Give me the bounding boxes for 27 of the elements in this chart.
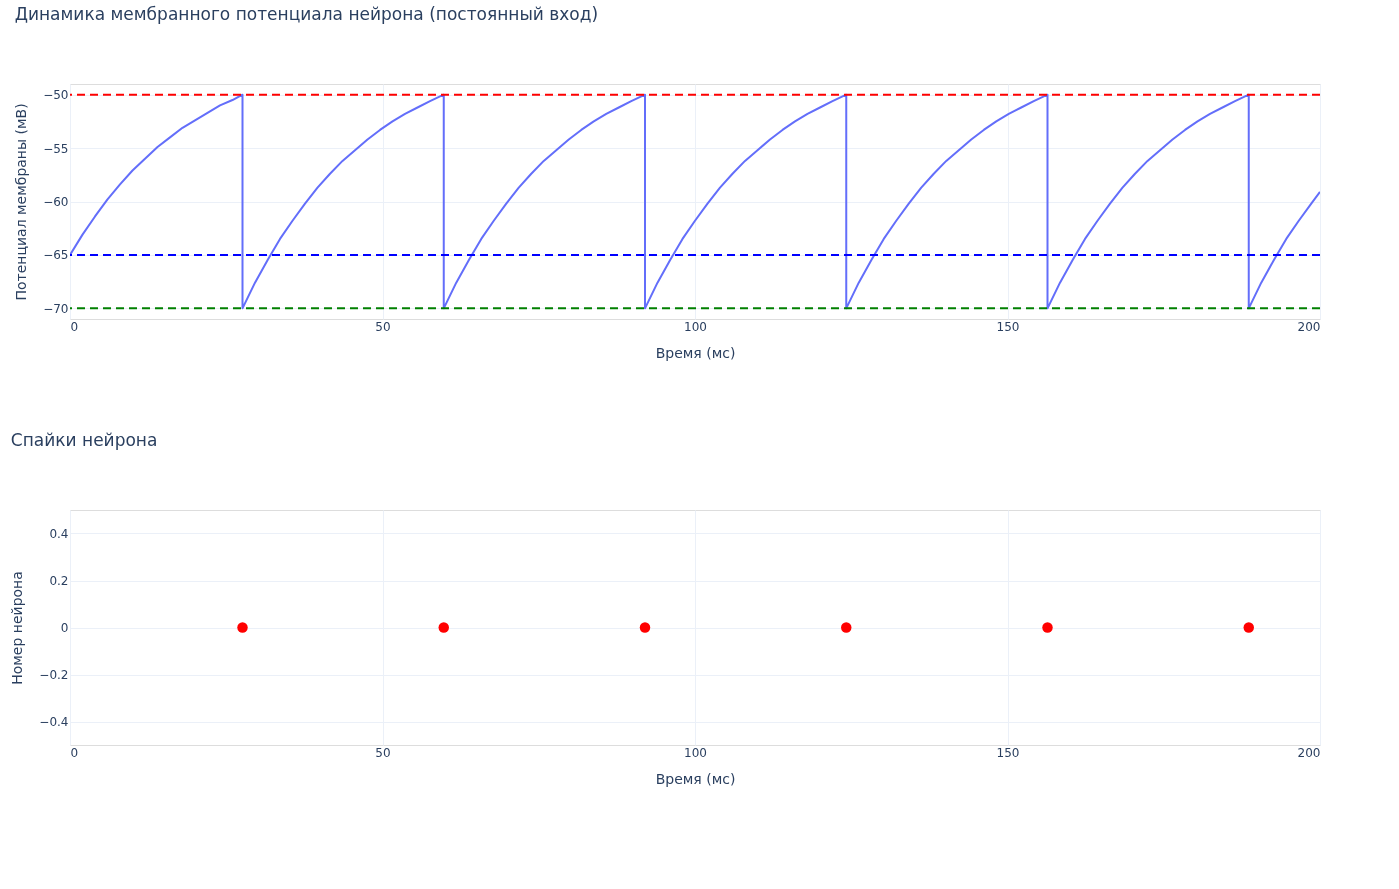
y-tick-label: −65 [43, 248, 69, 263]
x-tick-label: 150 [996, 319, 1020, 334]
y-axis-title: Потенциал мембраны (мВ) [13, 103, 30, 301]
x-tick-label: 150 [996, 745, 1020, 760]
x-tick-label: 50 [375, 745, 391, 760]
y-tick-label: −60 [43, 195, 69, 209]
chart-title: Спайки нейрона [10, 430, 158, 450]
x-tick-label: 0 [70, 319, 79, 334]
y-tick-label: −70 [43, 301, 69, 316]
chart-title: Динамика мембранного потенциала нейрона (постоянный вход) [14, 4, 599, 24]
x-tick-label: 50 [375, 319, 391, 334]
x-tick-label: 100 [684, 319, 707, 334]
y-axis-title: Номер нейрона [9, 571, 26, 685]
x-axis-title: Время (мс) [655, 344, 736, 361]
y-tick-label: 0.2 [49, 574, 69, 588]
y-tick-label: 0.4 [49, 527, 69, 541]
x-tick-label: 100 [684, 745, 707, 760]
y-tick-label: 0 [60, 621, 69, 635]
x-tick-label: 0 [70, 745, 79, 760]
line-series [70, 93, 1320, 310]
x-tick-label: 200 [1297, 745, 1321, 760]
y-tick-label: −0.4 [39, 715, 69, 729]
x-tick-label: 200 [1297, 319, 1321, 334]
y-tick-label: −0.2 [39, 668, 69, 682]
y-tick-label: −55 [43, 141, 69, 156]
y-tick-label: −50 [43, 88, 69, 103]
x-axis-title: Время (мс) [655, 770, 736, 787]
